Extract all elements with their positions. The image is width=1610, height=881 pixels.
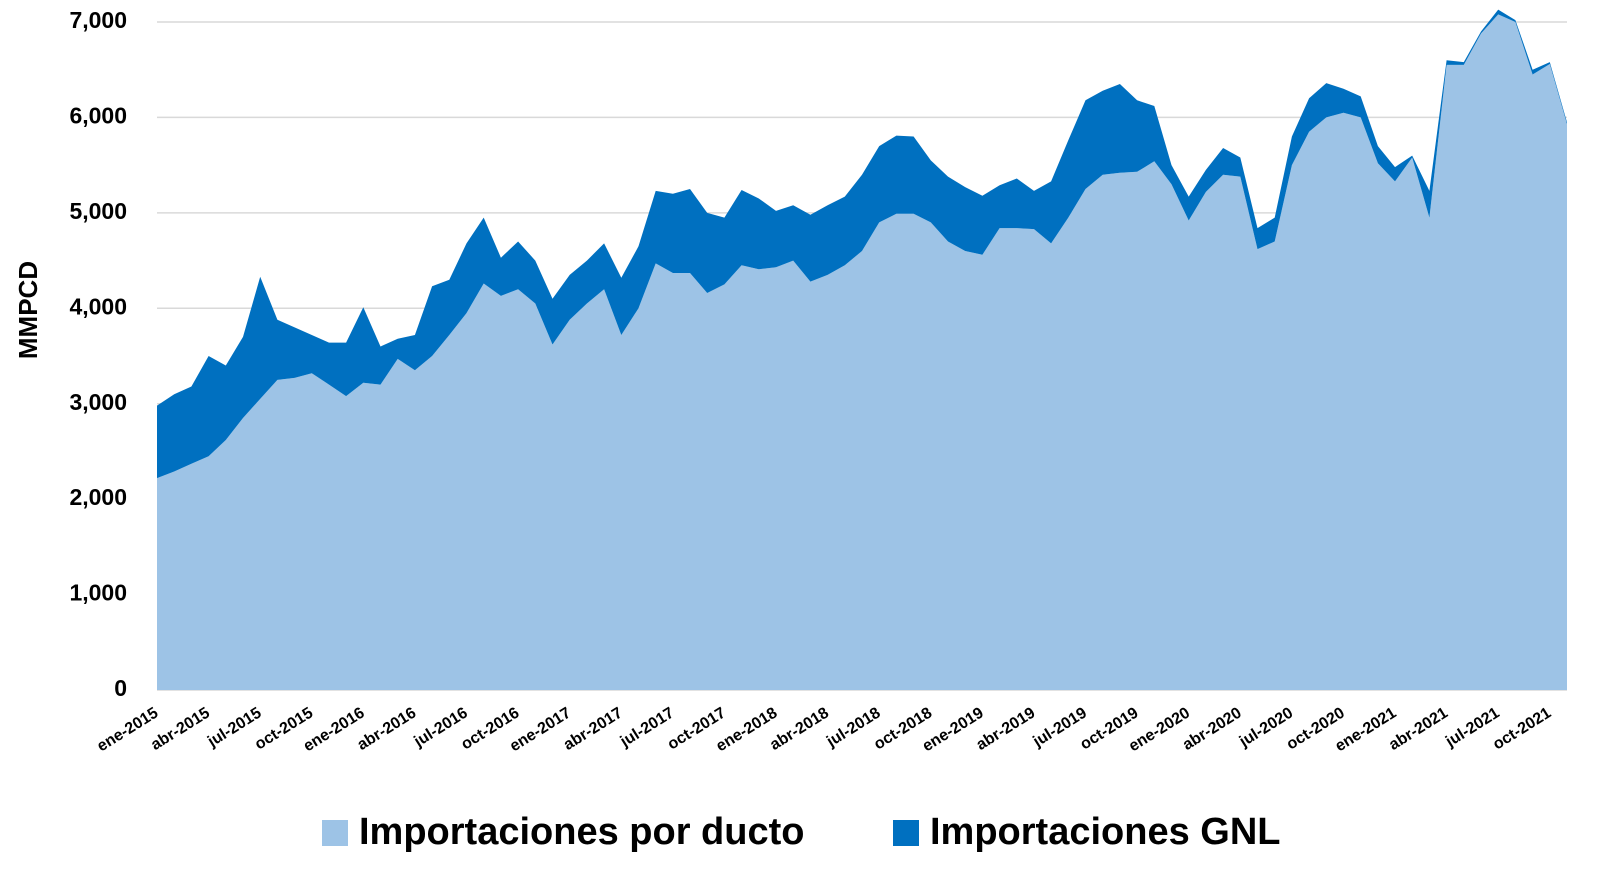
x-tick-label: oct-2021 <box>1490 704 1554 753</box>
legend-swatch <box>322 820 348 846</box>
area <box>157 9 1567 479</box>
y-tick-label: 6,000 <box>69 103 127 129</box>
y-tick-label: 3,000 <box>69 389 127 415</box>
y-axis-label: MMPCD <box>13 261 43 359</box>
x-tick-label: abr-2019 <box>973 705 1038 754</box>
y-tick-label: 2,000 <box>69 484 127 510</box>
x-tick-label: abr-2017 <box>561 705 626 754</box>
y-tick-label: 1,000 <box>69 580 127 606</box>
x-tick-label: abr-2021 <box>1386 705 1451 754</box>
x-tick-label: abr-2016 <box>354 705 419 754</box>
x-tick-label: ene-2015 <box>94 705 161 756</box>
x-tick-label: abr-2015 <box>148 705 213 754</box>
y-tick-label: 7,000 <box>69 7 127 33</box>
legend-label: Importaciones por ducto <box>359 811 804 853</box>
y-tick-label: 4,000 <box>69 293 127 319</box>
area <box>157 14 1567 690</box>
y-tick-label: 0 <box>114 675 127 701</box>
legend-label: Importaciones GNL <box>930 811 1281 853</box>
x-tick-label: abr-2018 <box>767 705 832 754</box>
x-tick-label: abr-2020 <box>1180 705 1245 754</box>
y-tick-label: 5,000 <box>69 198 127 224</box>
legend-swatch <box>893 820 919 846</box>
